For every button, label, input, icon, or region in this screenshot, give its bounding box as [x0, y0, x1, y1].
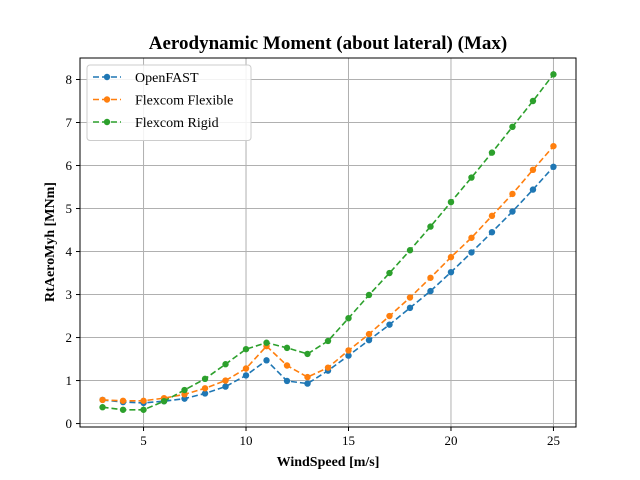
data-point — [345, 314, 352, 322]
data-point — [468, 174, 475, 181]
data-point — [242, 365, 250, 372]
y-tick-label: 4 — [66, 244, 73, 259]
data-point — [529, 97, 537, 105]
data-point — [365, 291, 373, 299]
data-point — [201, 385, 209, 392]
data-point — [263, 357, 270, 364]
data-point — [181, 386, 188, 394]
data-point — [488, 228, 496, 236]
data-point — [263, 339, 270, 346]
data-point — [283, 377, 291, 385]
data-point — [345, 352, 352, 359]
y-tick-label: 3 — [66, 287, 73, 302]
x-tick-label: 10 — [240, 433, 253, 448]
data-point — [304, 373, 311, 381]
data-point — [324, 364, 332, 371]
legend-label: OpenFAST — [135, 71, 199, 86]
legend: OpenFAST Flexcom Flexible Flexcom Rigid — [86, 64, 252, 141]
data-point — [99, 404, 106, 411]
y-tick-label: 1 — [66, 373, 73, 388]
x-tick-label: 5 — [140, 433, 147, 448]
data-point — [140, 397, 147, 404]
data-point — [447, 253, 455, 261]
data-point — [304, 380, 311, 387]
data-point — [119, 406, 127, 413]
y-tick-label: 6 — [66, 158, 73, 173]
series-layer — [99, 71, 557, 413]
grid — [80, 58, 576, 427]
legend-marker — [103, 96, 111, 103]
data-point — [550, 142, 557, 150]
legend-label: Flexcom Rigid — [135, 116, 219, 131]
data-point — [509, 208, 516, 215]
data-point — [488, 212, 496, 220]
x-tick-label: 20 — [444, 433, 457, 448]
data-point — [345, 347, 352, 354]
data-point — [365, 330, 373, 338]
data-point — [365, 336, 373, 344]
legend-box — [86, 64, 252, 141]
data-point — [222, 383, 229, 390]
data-point — [386, 321, 393, 328]
axis-ticks: 5 10 15 20 25 0 1 2 3 4 5 6 7 8 — [66, 72, 560, 448]
y-axis-label: RtAeroMyh [MNm] — [43, 182, 58, 302]
data-point — [509, 123, 516, 131]
y-tick-label: 8 — [66, 72, 73, 87]
data-point — [201, 375, 209, 383]
series-2 — [99, 142, 557, 404]
data-point — [201, 390, 209, 397]
data-point — [406, 304, 414, 312]
legend-item: Flexcom Rigid — [93, 116, 219, 131]
legend-item: Flexcom Flexible — [93, 94, 233, 109]
series-line — [102, 145, 555, 402]
x-tick-label: 15 — [342, 433, 355, 448]
data-point — [488, 149, 496, 156]
data-point — [550, 163, 557, 171]
x-axis-label: WindSpeed [m/s] — [277, 455, 380, 470]
plot-frame — [79, 57, 577, 428]
data-point — [242, 345, 250, 353]
data-point — [386, 312, 393, 320]
data-point — [406, 247, 414, 254]
data-point — [529, 166, 537, 174]
data-point — [222, 361, 229, 368]
series-3 — [99, 71, 557, 413]
x-tick-label: 25 — [547, 433, 560, 448]
data-point — [468, 234, 475, 241]
data-point — [140, 406, 147, 413]
legend-marker — [103, 118, 111, 126]
data-point — [324, 337, 332, 345]
data-point — [283, 344, 291, 352]
data-point — [427, 287, 434, 295]
y-tick-label: 5 — [66, 201, 73, 216]
data-point — [447, 198, 455, 206]
data-point — [427, 223, 434, 230]
legend-item: OpenFAST — [93, 71, 199, 86]
y-tick-label: 2 — [66, 330, 73, 345]
data-point — [386, 269, 393, 277]
data-point — [509, 190, 516, 198]
data-point — [529, 186, 537, 193]
data-point — [427, 274, 434, 281]
chart-title: Aerodynamic Moment (about lateral) (Max) — [149, 33, 507, 54]
legend-marker — [103, 73, 111, 81]
data-point — [304, 350, 311, 358]
y-tick-label: 0 — [66, 416, 73, 431]
data-point — [242, 372, 250, 379]
legend-label: Flexcom Flexible — [135, 94, 233, 109]
data-point — [160, 397, 168, 405]
data-point — [99, 396, 106, 404]
data-point — [222, 377, 229, 384]
data-point — [447, 268, 455, 276]
data-point — [406, 294, 414, 301]
data-point — [283, 362, 291, 369]
data-point — [119, 397, 127, 404]
data-point — [468, 249, 475, 256]
data-point — [550, 71, 557, 78]
y-tick-label: 7 — [66, 115, 73, 130]
